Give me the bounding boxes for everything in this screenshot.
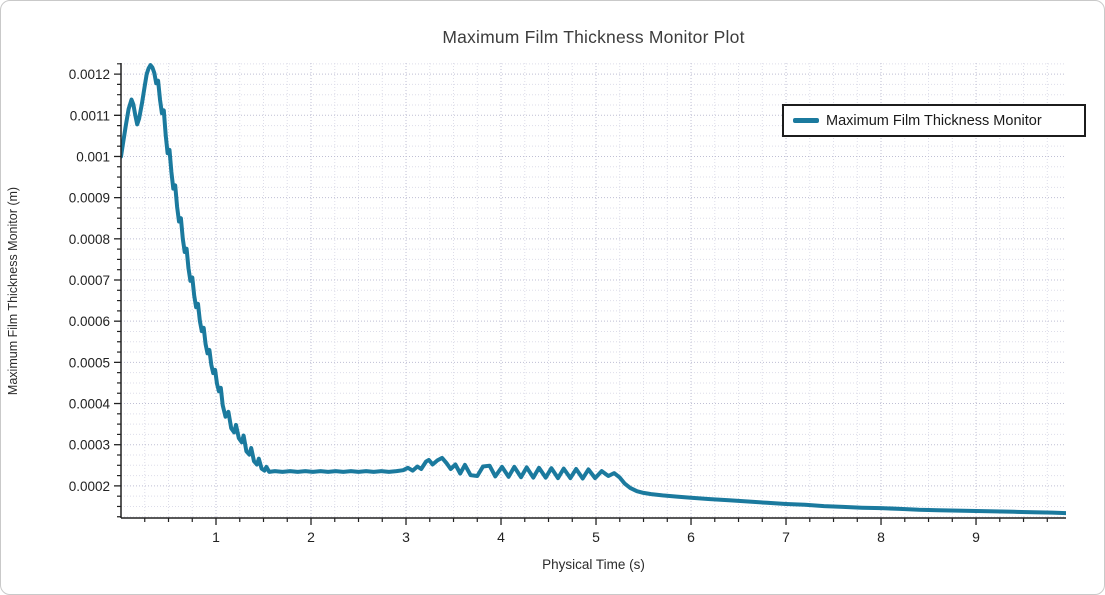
x-tick-label: 8 — [877, 529, 885, 545]
x-tick-label: 3 — [402, 529, 410, 545]
y-tick-label: 0.0005 — [69, 355, 110, 370]
y-tick-label: 0.0007 — [69, 273, 110, 288]
y-axis-label: Maximum Film Thickness Monitor (m) — [6, 186, 20, 396]
x-tick-label: 2 — [307, 529, 315, 545]
y-tick-label: 0.0003 — [69, 438, 110, 453]
legend: Maximum Film Thickness Monitor — [782, 104, 1086, 137]
y-tick-label: 0.0009 — [69, 191, 110, 206]
x-tick-label: 1 — [212, 529, 220, 545]
y-tick-label: 0.0011 — [70, 108, 110, 123]
y-tick-label: 0.0008 — [69, 232, 110, 247]
y-tick-label: 0.001 — [76, 149, 110, 164]
legend-label: Maximum Film Thickness Monitor — [826, 112, 1042, 129]
y-tick-label: 0.0012 — [69, 67, 110, 82]
series-line — [121, 63, 1066, 516]
x-tick-label: 6 — [687, 529, 695, 545]
x-tick-label: 9 — [972, 529, 980, 545]
legend-line-swatch — [793, 118, 819, 123]
plot-title: Maximum Film Thickness Monitor Plot — [442, 27, 745, 47]
x-axis-label: Physical Time (s) — [542, 557, 645, 572]
y-tick-label: 0.0004 — [69, 397, 111, 412]
y-tick-label: 0.0006 — [69, 314, 110, 329]
x-tick-label: 4 — [497, 529, 505, 545]
x-tick-label: 7 — [782, 529, 790, 545]
x-tick-label: 5 — [592, 529, 600, 545]
y-tick-label: 0.0002 — [69, 479, 110, 494]
